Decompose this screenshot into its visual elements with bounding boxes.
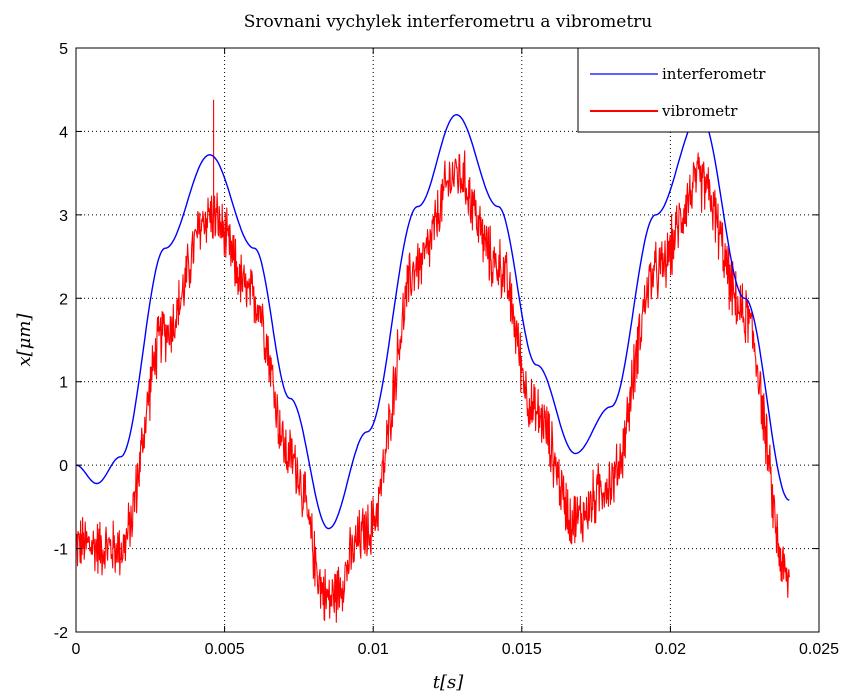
x-tick-label: 0 <box>72 641 81 658</box>
chart-title: Srovnani vychylek interferometru a vibro… <box>244 12 653 32</box>
series-vibrometr-line <box>75 99 790 623</box>
legend: interferometr vibrometr <box>577 47 820 133</box>
y-tick-label: -1 <box>54 542 68 559</box>
axis-labels: t[s] x[μm] <box>14 313 464 693</box>
y-tick-label: 5 <box>59 41 68 58</box>
legend-label-vibrometr: vibrometr <box>661 102 738 120</box>
legend-box <box>577 47 820 133</box>
x-axis-label: t[s] <box>433 672 464 693</box>
y-tick-label: 1 <box>59 375 68 392</box>
plot-background <box>76 48 819 632</box>
grid <box>76 48 819 632</box>
y-tick-label: -2 <box>54 625 68 642</box>
x-tick-label: 0.015 <box>502 641 542 658</box>
plot-frame <box>75 47 820 633</box>
x-tick-label: 0.02 <box>655 641 686 658</box>
legend-label-interferometr: interferometr <box>662 65 766 83</box>
ticks: 0 0.005 0.01 0.015 0.02 0.025 -2 -1 0 1 2 3 4 5 <box>54 41 839 658</box>
y-tick-label: 2 <box>59 291 68 308</box>
y-tick-label: 3 <box>59 208 68 225</box>
x-tick-label: 0.025 <box>799 641 839 658</box>
series-interferometr-line <box>75 113 790 530</box>
x-tick-label: 0.005 <box>205 641 245 658</box>
y-tick-label: 0 <box>59 458 68 475</box>
y-axis-label: x[μm] <box>14 313 35 367</box>
plot-area: 0 0.005 0.01 0.015 0.02 0.025 -2 -1 0 1 2 3 4 5 <box>54 41 839 658</box>
series-layer <box>75 99 790 623</box>
y-tick-label: 4 <box>59 124 68 141</box>
x-tick-label: 0.01 <box>358 641 389 658</box>
